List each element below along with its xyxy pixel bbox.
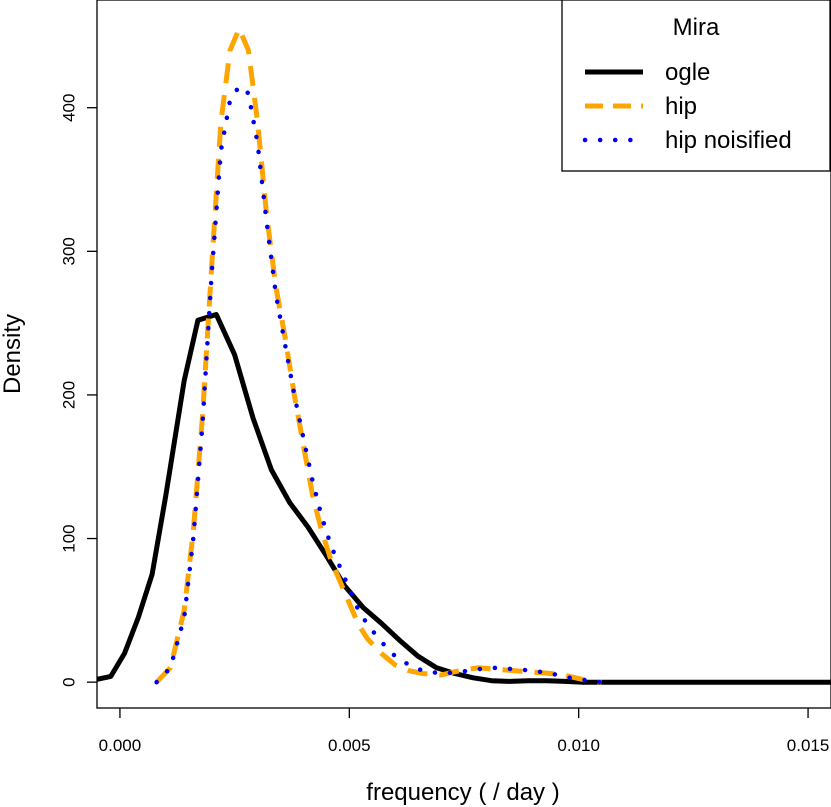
y-tick-label: 400 <box>59 94 78 122</box>
legend-item-hip: hip <box>585 93 697 120</box>
legend-item-hip-noisified: hip noisified <box>582 127 792 154</box>
legend: Mira ogle hip hip noisified <box>561 0 831 172</box>
x-tick-label: 0.015 <box>787 736 830 755</box>
series-lines <box>97 26 831 685</box>
series-line-ogle <box>97 312 831 685</box>
legend-label: hip noisified <box>665 127 792 154</box>
series-line-hip <box>154 26 602 685</box>
legend-box <box>561 0 831 172</box>
legend-title: Mira <box>673 14 720 41</box>
x-tick-label: 0.005 <box>328 736 371 755</box>
plot-frame <box>96 0 831 709</box>
y-tick-label: 100 <box>59 524 78 552</box>
y-tick-label: 300 <box>59 237 78 265</box>
x-tick-label: 0.000 <box>99 736 142 755</box>
y-axis-label: Density <box>0 314 26 394</box>
y-tick-label: 200 <box>59 381 78 409</box>
x-axis: 0.000 0.005 0.010 0.015 <box>99 708 830 755</box>
x-axis-label: frequency ( / day ) <box>366 779 559 806</box>
legend-label: ogle <box>665 59 710 86</box>
y-tick-label: 0 <box>59 677 78 686</box>
series-line-hip-noisified <box>154 83 604 685</box>
y-axis: 0 100 200 300 400 <box>59 94 97 687</box>
x-tick-label: 0.010 <box>557 736 600 755</box>
legend-label: hip <box>665 93 697 120</box>
legend-item-ogle: ogle <box>585 59 710 86</box>
